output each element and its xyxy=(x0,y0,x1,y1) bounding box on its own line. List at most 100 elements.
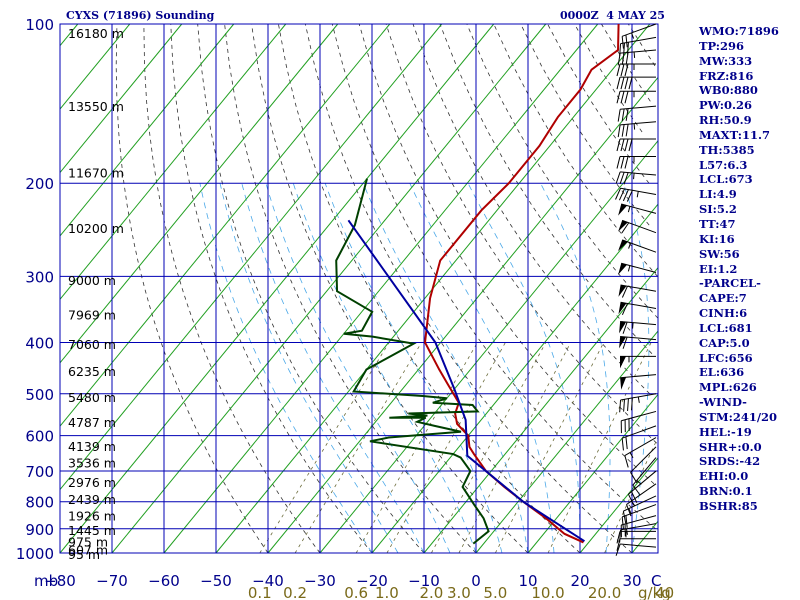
wind-barb-flag xyxy=(620,76,625,90)
stat-line: LCL:673 xyxy=(699,172,753,187)
temperature-tick-label: 0 xyxy=(471,572,481,590)
wind-barb-staff xyxy=(620,171,657,176)
wind-barb-half-flag xyxy=(631,32,635,39)
stat-line: BSHR:85 xyxy=(699,499,758,513)
dewpoint-profile xyxy=(335,178,490,545)
isotherm-line xyxy=(111,23,547,554)
wind-barb xyxy=(617,49,657,66)
stat-line: KI:16 xyxy=(699,231,735,246)
pressure-tick-label: 800 xyxy=(25,494,54,512)
height-label: 1926 m xyxy=(68,509,116,524)
wind-barb-flag xyxy=(625,34,628,48)
wind-barb xyxy=(617,105,657,122)
wind-barb-half-flag xyxy=(637,396,640,403)
height-label: 2439 m xyxy=(68,492,116,507)
wind-barb-flag xyxy=(622,511,627,524)
mixing-ratio-tick-label: 10.0 xyxy=(531,584,564,600)
wind-barb xyxy=(619,320,657,334)
height-label: 9000 m xyxy=(68,273,116,288)
isotherm-line xyxy=(59,23,79,46)
stat-line: LFC:656 xyxy=(699,350,753,365)
wind-barb xyxy=(617,121,657,138)
wind-barb xyxy=(624,437,657,468)
wind-barb xyxy=(616,538,656,551)
mixing-ratio-unit-label: g/kg xyxy=(638,584,671,600)
dry-adiabat xyxy=(278,23,581,554)
height-label: 4787 m xyxy=(68,415,116,430)
wind-barb-flag xyxy=(625,108,629,121)
wind-barb xyxy=(616,90,656,104)
dry-adiabat xyxy=(251,23,529,554)
wind-barb-flag xyxy=(625,436,628,450)
wind-barb-flag xyxy=(619,399,622,413)
wind-barb-half-flag xyxy=(627,265,631,272)
pressure-tick-label: 200 xyxy=(25,175,54,193)
dry-adiabat xyxy=(143,23,321,554)
wind-barb-flag xyxy=(619,172,625,185)
wind-barb-pennant xyxy=(618,263,628,275)
valid-time: 0000Z 4 MAY 25 xyxy=(560,9,665,22)
wind-barb-staff xyxy=(621,262,657,274)
wind-barb-flag xyxy=(616,63,621,77)
stat-line: EHI:0.0 xyxy=(699,469,749,484)
moist-adiabat xyxy=(622,183,650,554)
isotherm-line xyxy=(579,457,659,554)
height-labels: 16180 m 13550 m 11670 m 10200 m 9000 m 7969 m… xyxy=(68,26,124,562)
wind-barb-flag xyxy=(628,138,633,152)
temperature-tick-label: 30 xyxy=(622,572,641,590)
wind-barb xyxy=(621,425,657,451)
mixing-ratio-tick-label: 0.1 xyxy=(248,584,272,600)
stat-line: PW:0.26 xyxy=(699,98,753,113)
wind-barb-half-flag xyxy=(627,206,631,213)
temperature-tick-label: −50 xyxy=(200,572,232,590)
stat-line: MAXT:11.7 xyxy=(699,127,770,142)
temperature-tick-label: −20 xyxy=(356,572,388,590)
temperature-tick-label: −30 xyxy=(304,572,336,590)
temperature-tick-label: 10 xyxy=(518,572,537,590)
isotherm-line xyxy=(267,77,659,554)
wind-barb-staff xyxy=(622,23,657,37)
wind-barb-half-flag xyxy=(628,508,632,515)
dry-adiabat xyxy=(197,23,425,554)
stat-line: SW:56 xyxy=(699,246,740,261)
height-label: 3536 m xyxy=(68,455,116,470)
stat-line: STM:241/20 xyxy=(699,409,778,424)
dry-adiabat xyxy=(115,23,269,554)
wind-barb xyxy=(622,495,657,524)
height-label: 5480 m xyxy=(68,390,116,405)
wind-barb-pennant xyxy=(618,204,628,216)
stat-line: L57:6.3 xyxy=(699,157,748,172)
stat-line: WMO:71896 xyxy=(699,24,779,38)
stat-line: SHR+:0.0 xyxy=(699,439,762,454)
wind-barb xyxy=(621,504,657,530)
temperature-tick-label: −10 xyxy=(408,572,440,590)
wind-barb-flag xyxy=(615,543,621,556)
wind-barb-flag xyxy=(616,531,621,544)
mixing-ratio-tick-label: 0.2 xyxy=(283,584,307,600)
mixing-ratio-tick-labels: 0.1 0.2 0.6 1.0 2.0 3.0 5.0 10.0 20.0 40 xyxy=(248,584,674,600)
stat-line: LCL:681 xyxy=(699,320,753,335)
dry-adiabat xyxy=(547,23,650,184)
moist-adiabat xyxy=(199,183,373,554)
wind-barb-pennant xyxy=(618,284,627,297)
stat-line: EI:1.2 xyxy=(699,261,738,276)
wind-barb-staff xyxy=(620,121,657,126)
stat-line: MW:333 xyxy=(699,53,753,68)
wind-barb-flag xyxy=(621,516,624,530)
isotherm-line xyxy=(59,23,495,554)
isotherm-line xyxy=(371,203,659,554)
wind-barb-flag xyxy=(617,53,621,66)
wind-barb-flag xyxy=(621,303,628,315)
pressure-tick-label: 400 xyxy=(25,334,54,352)
wind-barb xyxy=(620,374,657,390)
wind-barb-flag xyxy=(620,63,625,77)
wind-barb-half-flag xyxy=(628,242,632,249)
temperature-tick-label: −80 xyxy=(44,572,76,590)
wind-barb-flag xyxy=(624,138,629,152)
dry-adiabat xyxy=(331,23,656,530)
mixing-ratio-line xyxy=(259,342,390,554)
plot-frame xyxy=(59,23,659,554)
stat-line: TH:5385 xyxy=(699,142,755,157)
wind-barb-staff xyxy=(630,446,657,473)
wind-barb-staff xyxy=(620,335,657,341)
